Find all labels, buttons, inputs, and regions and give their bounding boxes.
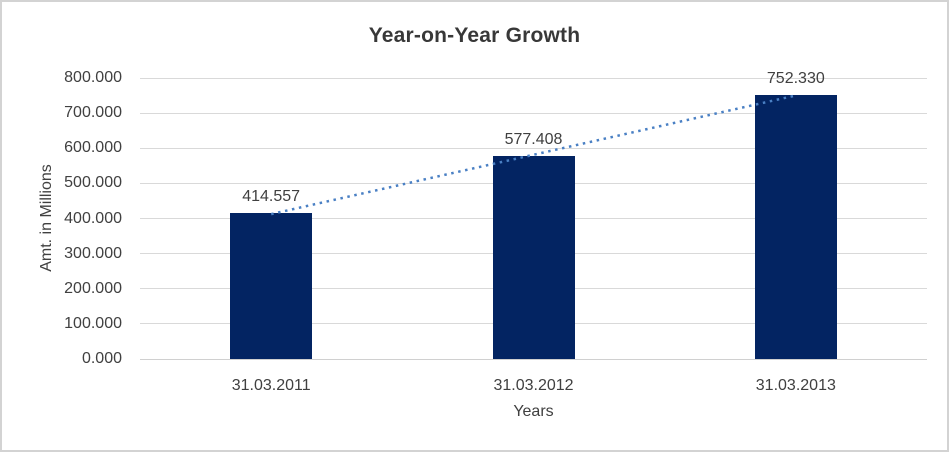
y-tick-label: 800.000	[64, 69, 122, 86]
bar-31.03.2013	[754, 94, 837, 359]
y-tick-label: 0.000	[81, 350, 122, 367]
chart-title: Year-on-Year Growth	[368, 24, 581, 47]
gridline	[140, 77, 927, 79]
bar-value-label: 752.330	[766, 69, 825, 87]
y-tick-label: 200.000	[64, 279, 122, 297]
x-tick-label: 31.03.2013	[755, 377, 836, 394]
gridline	[140, 147, 927, 149]
y-tick-label: 500.000	[64, 174, 122, 192]
bar-31.03.2012	[492, 156, 575, 359]
x-tick-label: 31.03.2011	[231, 377, 311, 394]
gridline	[140, 112, 927, 114]
y-tick-label: 600.000	[64, 139, 122, 157]
y-tick-label: 100.000	[64, 314, 122, 332]
x-axis-title: Years	[513, 403, 554, 420]
bar-31.03.2011	[230, 213, 313, 359]
x-tick-label: 31.03.2012	[493, 377, 574, 394]
bar-value-label: 577.408	[504, 131, 563, 149]
y-tick-label: 300.000	[64, 244, 122, 262]
x-axis-line	[140, 358, 927, 360]
trendline-dotted	[270, 94, 797, 216]
y-tick-label: 400.000	[64, 209, 122, 227]
y-tick-label: 700.000	[64, 104, 122, 122]
bar-value-label: 414.557	[242, 188, 301, 206]
trendline	[270, 94, 797, 216]
